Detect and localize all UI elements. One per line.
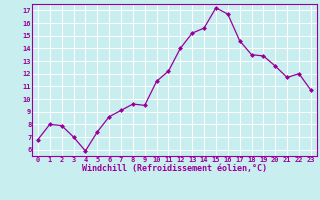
X-axis label: Windchill (Refroidissement éolien,°C): Windchill (Refroidissement éolien,°C) bbox=[82, 164, 267, 173]
